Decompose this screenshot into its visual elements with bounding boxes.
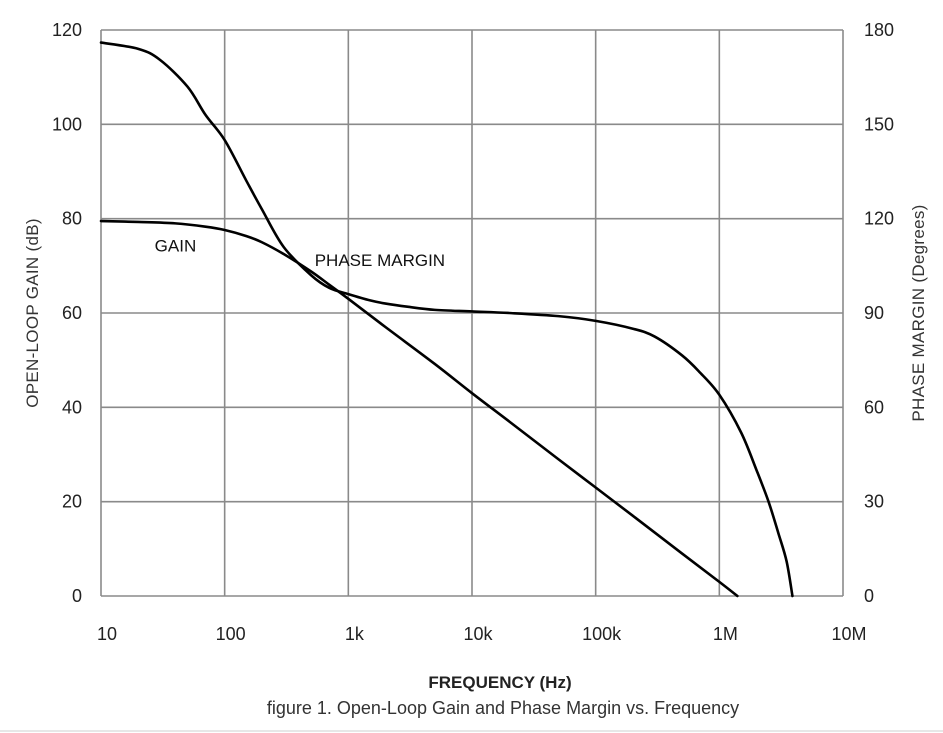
x-tick-label: 10M <box>831 624 866 644</box>
x-tick-label: 10 <box>97 624 117 644</box>
y-tick-label: 120 <box>52 20 82 40</box>
x-tick-label: 100k <box>582 624 622 644</box>
gain-curve <box>99 219 739 598</box>
curves: GAIN PHASE MARGIN <box>99 41 794 598</box>
y-tick-label: 80 <box>62 209 82 229</box>
y-tick-label: 60 <box>62 303 82 323</box>
y2-tick-label: 0 <box>864 586 874 606</box>
y2-tick-label: 60 <box>864 397 884 417</box>
y2-tick-label: 120 <box>864 209 894 229</box>
y2-tick-label: 180 <box>864 20 894 40</box>
y2-axis-title: PHASE MARGIN (Degrees) <box>909 204 928 421</box>
y-tick-label: 0 <box>72 586 82 606</box>
y2-tick-label: 30 <box>864 492 884 512</box>
y-tick-label: 100 <box>52 114 82 134</box>
x-axis-title: FREQUENCY (Hz) <box>428 673 571 692</box>
y-tick-label: 20 <box>62 492 82 512</box>
phase-margin-curve <box>99 41 794 598</box>
x-tick-label: 1M <box>713 624 738 644</box>
y-tick-label: 40 <box>62 397 82 417</box>
grid <box>100 29 844 597</box>
y-axis-title: OPEN-LOOP GAIN (dB) <box>23 218 42 408</box>
tick-labels: 0 0 20 30 40 60 60 90 80 120 100 150 120 180 10 100 1k 10… <box>52 20 894 644</box>
x-tick-label: 100 <box>216 624 246 644</box>
y2-tick-label: 150 <box>864 114 894 134</box>
x-tick-label: 10k <box>463 624 493 644</box>
y2-tick-label: 90 <box>864 303 884 323</box>
x-tick-label: 1k <box>345 624 365 644</box>
figure-caption: figure 1. Open-Loop Gain and Phase Margi… <box>267 698 739 718</box>
phase-margin-label: PHASE MARGIN <box>315 251 445 270</box>
gain-label: GAIN <box>155 237 197 256</box>
